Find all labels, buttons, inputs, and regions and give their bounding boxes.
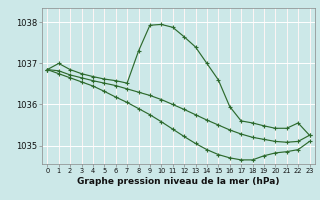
X-axis label: Graphe pression niveau de la mer (hPa): Graphe pression niveau de la mer (hPa) [77, 177, 280, 186]
